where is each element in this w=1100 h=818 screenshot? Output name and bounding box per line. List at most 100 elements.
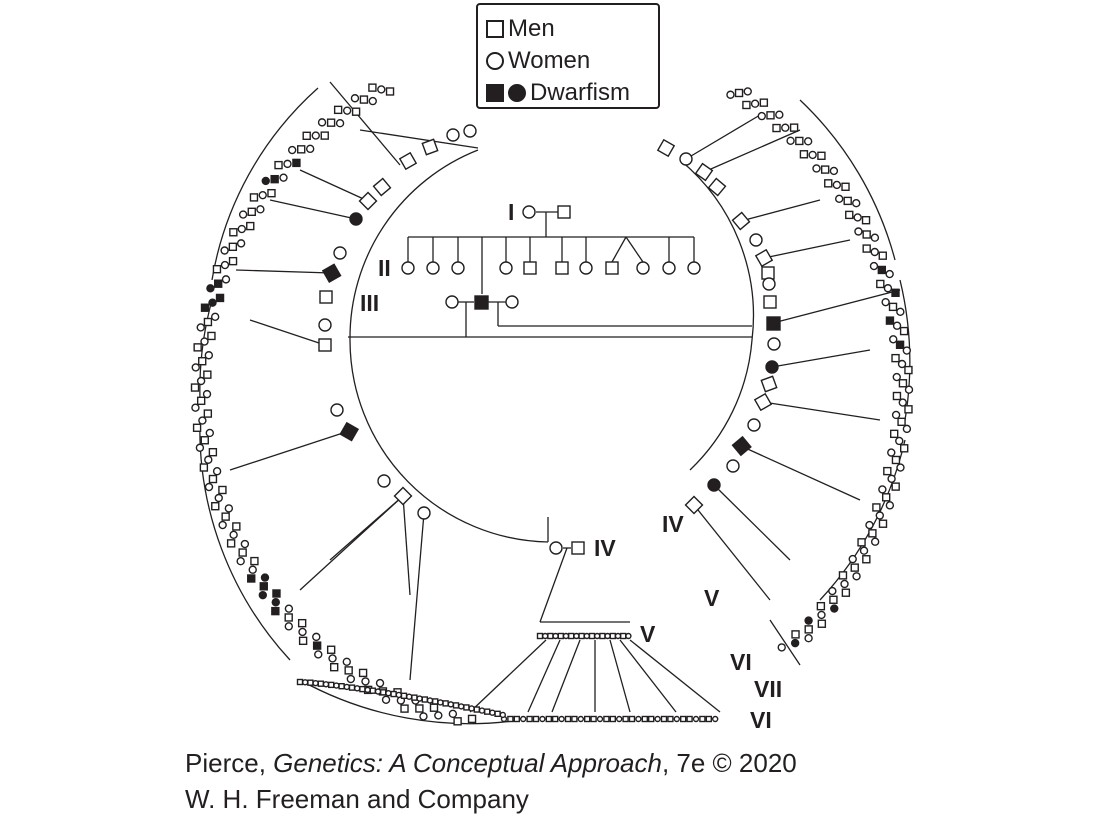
outer-woman (881, 297, 890, 307)
outer-woman (852, 572, 861, 581)
ring-man (684, 495, 704, 515)
gen-ii-affected-man (474, 295, 489, 310)
gen-vi-member (513, 715, 520, 723)
gen-vi-member (452, 702, 460, 709)
outer-man (190, 383, 200, 392)
outer-woman (220, 260, 230, 270)
gen-vi-member (400, 692, 408, 700)
outer-woman (854, 227, 863, 236)
gen-ii-wife-1 (445, 295, 459, 309)
caption-publisher: W. H. Freeman and Company (185, 784, 529, 814)
generation-label-ii: II (378, 255, 391, 281)
gen-vi-member (369, 687, 376, 694)
outer-woman (271, 598, 280, 607)
outer-woman (196, 376, 206, 386)
outer-woman (214, 493, 223, 503)
outer-man (359, 95, 369, 104)
gen-ii-man-3 (605, 261, 619, 275)
outer-man (297, 618, 307, 628)
legend-dwarfism: Dwarfism (486, 79, 630, 107)
outer-man (881, 493, 891, 502)
gen-vi-member (421, 696, 428, 703)
legend-women-label: Women (508, 47, 591, 74)
outer-man (298, 636, 308, 646)
gen-vi-member (312, 679, 319, 687)
gen-v-woman (552, 632, 559, 640)
gen-vi-member (463, 704, 470, 711)
outer-woman (258, 590, 268, 600)
gen-vi-member (705, 715, 712, 723)
ring-symbols (318, 124, 781, 520)
outer-man (888, 302, 898, 312)
gen-vi-member (564, 715, 572, 723)
outer-man (415, 704, 424, 713)
outer-woman (218, 520, 227, 530)
outer-man (820, 165, 830, 174)
ring-man (398, 151, 418, 171)
outer-man (238, 548, 247, 557)
gen-ii-woman-6 (636, 261, 650, 275)
gen-ii-woman-8 (687, 261, 701, 275)
ring-man (319, 290, 333, 304)
gen-vi-member (322, 681, 330, 688)
connector-line (619, 639, 677, 713)
outer-woman (889, 335, 898, 344)
gen-v-woman (583, 632, 590, 640)
gen-vi-member (654, 715, 661, 723)
gen-vi-member (307, 679, 314, 686)
outer-man (212, 264, 222, 274)
outer-man (272, 589, 281, 598)
outer-man (211, 502, 220, 511)
outer-woman (887, 474, 896, 483)
outer-woman (212, 467, 222, 476)
outer-woman (853, 213, 862, 222)
gen-v-man (620, 632, 627, 640)
connector-line (713, 484, 791, 561)
gen-vi-member (558, 715, 565, 723)
gen-v-man (557, 632, 564, 640)
gen-ii-woman-1 (401, 261, 415, 275)
outer-man (249, 193, 259, 202)
outer-man (326, 645, 336, 654)
legend-men-label: Men (508, 15, 555, 42)
outer-woman (817, 610, 826, 620)
connector-line (329, 81, 401, 166)
outer-arcs (199, 87, 911, 725)
outer-woman (305, 144, 315, 154)
outer-man (791, 630, 800, 639)
outer-man (467, 714, 477, 724)
outer-man (200, 436, 209, 445)
outer-man (203, 370, 212, 379)
gen-v-man (588, 632, 596, 640)
ring-woman (726, 459, 740, 473)
gen-vi-member (577, 715, 584, 723)
gen-vi-member (406, 693, 413, 700)
generation-label-iii: III (360, 290, 380, 316)
outer-man (841, 588, 851, 597)
outer-man (883, 466, 892, 476)
outer-woman (208, 298, 217, 307)
outer-man (274, 160, 283, 170)
outer-woman (804, 634, 813, 643)
ring-affected-man (339, 421, 360, 442)
gen-vi-member (359, 685, 366, 693)
outer-man (221, 512, 230, 521)
gen-vi-member (411, 694, 418, 701)
gen-vi-member (437, 699, 444, 706)
filled-circle-icon (508, 84, 526, 102)
connector-line (763, 239, 851, 259)
outer-man (817, 151, 826, 160)
gen-vi-member (609, 715, 616, 723)
ring-woman (679, 152, 693, 166)
gen-ii-woman-7 (662, 261, 676, 275)
outer-man (795, 136, 804, 146)
connector-line (769, 619, 801, 666)
ring-man (421, 138, 439, 156)
outer-man (772, 123, 781, 133)
outer-man (247, 574, 256, 583)
outer-man (904, 405, 913, 414)
connector-line (609, 639, 631, 713)
outer-man (838, 571, 848, 580)
outer-woman (790, 638, 800, 648)
